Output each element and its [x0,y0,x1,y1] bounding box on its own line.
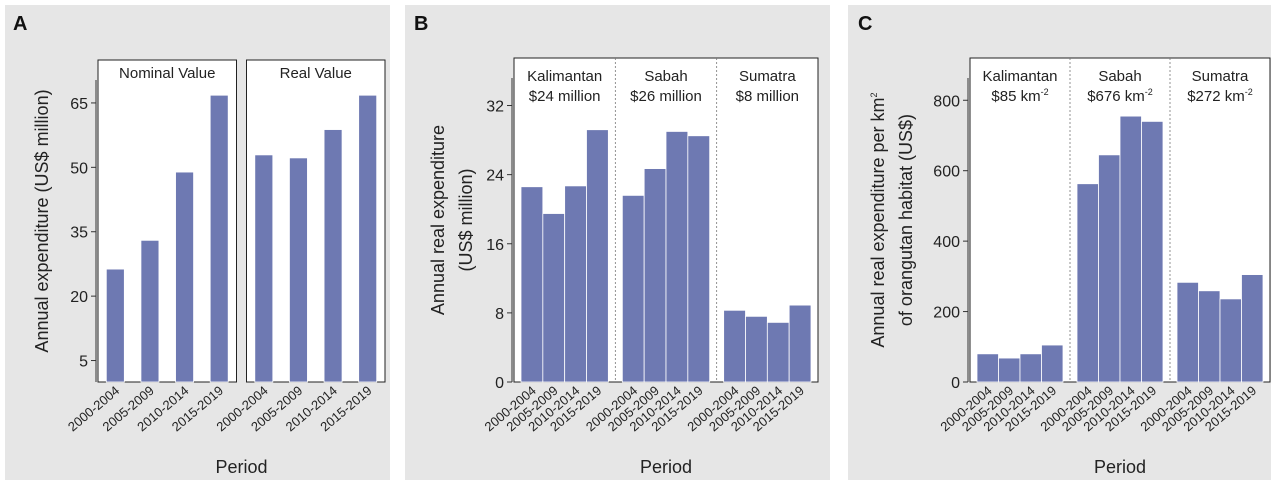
panel-b-real-expenditure-by-region: B 0 8 16 24 32 Annual real expenditure (US$ mil… [405,5,830,480]
bar [745,315,768,383]
bar [564,185,587,383]
bar [140,239,160,383]
facet-strip-label: Kalimantan [527,68,602,85]
y-axis-title-line2: of orangutan habitat (US$) [896,114,916,326]
bar [1019,353,1042,383]
facet-strip-label: Nominal Value [119,65,215,82]
y-tick-label: 200 [933,305,960,322]
bar [723,309,746,383]
bar [289,157,308,383]
y-tick-label: 5 [79,354,88,371]
y-tick-label: 50 [70,160,88,177]
y-tick-label: 20 [70,289,88,306]
y-tick-label: 65 [70,96,88,113]
facet-strip-sublabel: $272 km-2 [1187,87,1253,105]
bar [1098,154,1121,383]
bar [643,168,667,383]
facet-strip-label: Sumatra [1192,68,1249,85]
y-axis-title: Annual expenditure (US$ million) [32,89,52,352]
bar [998,357,1021,383]
bar [542,213,566,383]
facet-strip-sublabel: $26 million [630,88,702,105]
bar [323,129,343,383]
panel-letter: C [858,13,872,35]
facet-strip-sublabel: $24 million [529,88,601,105]
y-tick-label: 16 [486,237,504,254]
panel-letter: B [414,13,428,35]
facet-strip-label: Real Value [280,65,352,82]
bar [1119,115,1142,383]
facet-strip-label: Sabah [644,68,687,85]
x-axis-title: Period [1094,457,1146,477]
y-tick-label: 32 [486,99,504,116]
y-axis-title: Annual real expenditure per km2 [868,92,888,347]
x-axis-title: Period [215,457,267,477]
bar [175,171,194,383]
facet-strip-sublabel-main: $26 million [630,88,702,105]
x-axis-title: Period [640,457,692,477]
y-axis-title: Annual real expenditure [428,125,448,315]
facet-strip-sublabel: $85 km-2 [991,87,1048,105]
facet-strip-sublabel: $676 km-2 [1087,87,1153,105]
panel-letter: A [13,13,27,35]
bar [1141,120,1164,383]
y-tick-label: 0 [495,375,504,392]
bar [520,186,544,383]
bar [1198,290,1221,383]
panel-a-nominal-real-expenditure: A 5 20 35 50 65 Annual expenditure (US$ millio… [5,5,390,480]
bar [1041,344,1064,383]
bar [1176,281,1199,383]
bar [621,194,645,383]
y-tick-label: 600 [933,164,960,181]
facet-strip-label: Sabah [1098,68,1141,85]
bar [1219,298,1242,383]
y-axis-title-line2: (US$ million) [456,168,476,271]
y-tick-label: 0 [951,375,960,392]
facet-strip-sublabel-main: $272 km [1187,88,1245,105]
bar [788,304,812,383]
bar [1241,274,1264,383]
bar [665,131,689,383]
facet-strip-label: Sumatra [739,68,796,85]
y-axis-title-main: Annual real expenditure per km [868,97,888,347]
bar [1076,183,1099,383]
y-tick-label: 400 [933,234,960,251]
facet-strip-sublabel: $8 million [736,88,799,105]
y-tick-label: 35 [70,225,88,242]
facet-strip-label: Kalimantan [982,68,1057,85]
bar [586,129,609,383]
bar [687,135,711,383]
facet-strip-sublabel-main: $24 million [529,88,601,105]
bar [209,94,229,383]
y-axis-title-superscript: 2 [869,92,879,97]
facet-strip-sublabel-superscript: -2 [1245,87,1253,97]
facet-strip-sublabel-main: $85 km [991,88,1040,105]
y-tick-label: 800 [933,93,960,110]
bar [358,94,378,383]
bar [976,353,999,383]
bar [766,321,790,383]
panel-c-expenditure-per-km2: C 0 200 400 600 800 Annual real expenditure pe… [848,5,1271,480]
facet-strip-sublabel-main: $8 million [736,88,799,105]
facet-strip-sublabel-main: $676 km [1087,88,1145,105]
facet-strip-sublabel-superscript: -2 [1041,87,1049,97]
facet-strip-sublabel-superscript: -2 [1145,87,1153,97]
bar [254,154,274,383]
y-tick-label: 8 [495,306,504,323]
bar [105,268,125,383]
y-tick-label: 24 [486,168,504,185]
